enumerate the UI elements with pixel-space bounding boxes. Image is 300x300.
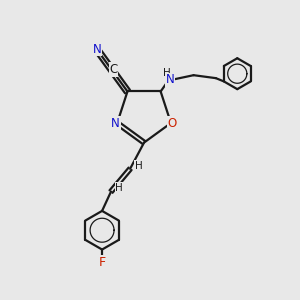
Text: F: F: [98, 256, 106, 268]
Text: C: C: [110, 63, 118, 76]
Text: O: O: [168, 117, 177, 130]
Text: N: N: [111, 117, 120, 130]
Text: H: H: [116, 183, 123, 193]
Text: H: H: [134, 161, 142, 171]
Text: N: N: [165, 74, 174, 86]
Text: H: H: [163, 68, 171, 78]
Text: N: N: [92, 43, 101, 56]
